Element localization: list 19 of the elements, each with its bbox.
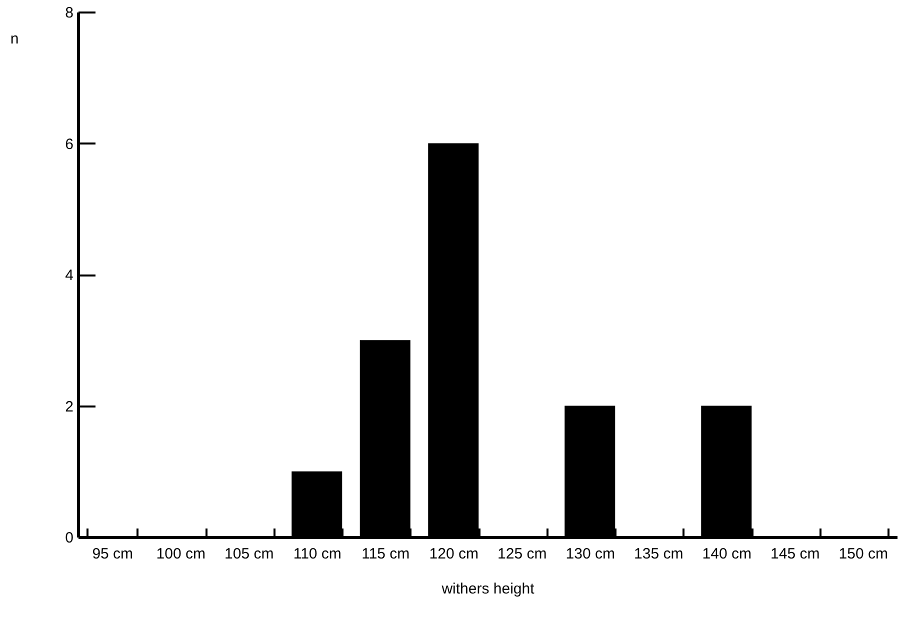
x-tick-label: 140 cm: [702, 546, 752, 562]
x-tick-label: 115 cm: [362, 546, 410, 562]
x-tick-label: 120 cm: [429, 546, 478, 562]
y-tick-label: 4: [65, 267, 74, 284]
y-tick-label: 8: [65, 4, 74, 22]
y-tick-label: 6: [65, 136, 74, 153]
x-tick-label: 95 cm: [92, 546, 134, 562]
x-tick-label: 145 cm: [770, 546, 820, 562]
x-axis-title: withers height: [440, 580, 536, 598]
x-tick-label: 100 cm: [156, 546, 206, 562]
x-tick-label: 110 cm: [293, 546, 342, 562]
x-tick-label: 130 cm: [566, 546, 615, 562]
y-tick-label: 2: [65, 398, 74, 416]
y-tick-label: 0: [65, 530, 74, 546]
x-tick-label: 105 cm: [224, 546, 274, 562]
x-tick-label: 125 cm: [498, 546, 547, 562]
x-tick-label: 150 cm: [838, 546, 888, 562]
x-tick-label: 135 cm: [634, 546, 684, 562]
y-axis-title: n: [10, 30, 19, 48]
